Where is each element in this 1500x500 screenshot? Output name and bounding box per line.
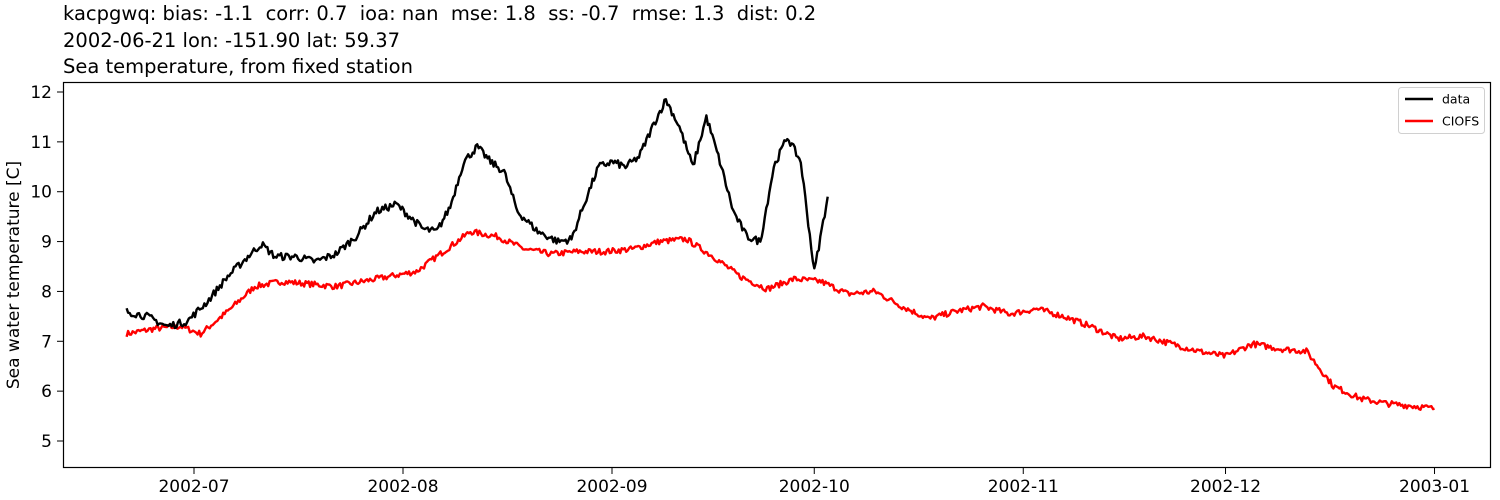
series-line-ciofs bbox=[125, 228, 1435, 411]
x-axis: 2002-07 2002-08 2002-09 2002-10 2002-11 2002-… bbox=[158, 467, 1470, 497]
x-tick-label: 2003-01 bbox=[1399, 477, 1470, 497]
y-axis: 5 6 7 8 9 10 11 12 bbox=[30, 83, 64, 452]
y-tick-label: 7 bbox=[41, 332, 52, 352]
y-tick-label: 11 bbox=[30, 133, 52, 153]
x-tick-label: 2002-11 bbox=[988, 477, 1059, 497]
y-tick-label: 5 bbox=[41, 432, 52, 452]
y-axis-label: Sea water temperature [C] bbox=[4, 161, 24, 389]
plot-lines bbox=[125, 97, 1435, 411]
legend-label-data: data bbox=[1442, 92, 1470, 107]
y-tick-label: 9 bbox=[41, 233, 52, 253]
x-tick-label: 2002-10 bbox=[779, 477, 850, 497]
y-tick-label: 6 bbox=[41, 382, 52, 402]
y-tick-label: 10 bbox=[30, 183, 52, 203]
x-tick-label: 2002-12 bbox=[1190, 477, 1261, 497]
x-tick-label: 2002-09 bbox=[576, 477, 647, 497]
chart-title-stats: kacpgwq: bias: -1.1 corr: 0.7 ioa: nan m… bbox=[63, 2, 817, 25]
chart-title-location: 2002-06-21 lon: -151.90 lat: 59.37 bbox=[63, 29, 401, 52]
y-tick-label: 8 bbox=[41, 282, 52, 302]
series-line-data bbox=[125, 97, 829, 330]
x-tick-label: 2002-07 bbox=[158, 477, 229, 497]
x-tick-label: 2002-08 bbox=[367, 477, 438, 497]
legend-label-ciofs: CIOFS bbox=[1442, 114, 1479, 129]
y-tick-label: 12 bbox=[30, 83, 52, 103]
axes-frame bbox=[62, 81, 1492, 469]
legend: data CIOFS bbox=[1398, 87, 1485, 134]
chart-title-description: Sea temperature, from fixed station bbox=[63, 55, 413, 78]
